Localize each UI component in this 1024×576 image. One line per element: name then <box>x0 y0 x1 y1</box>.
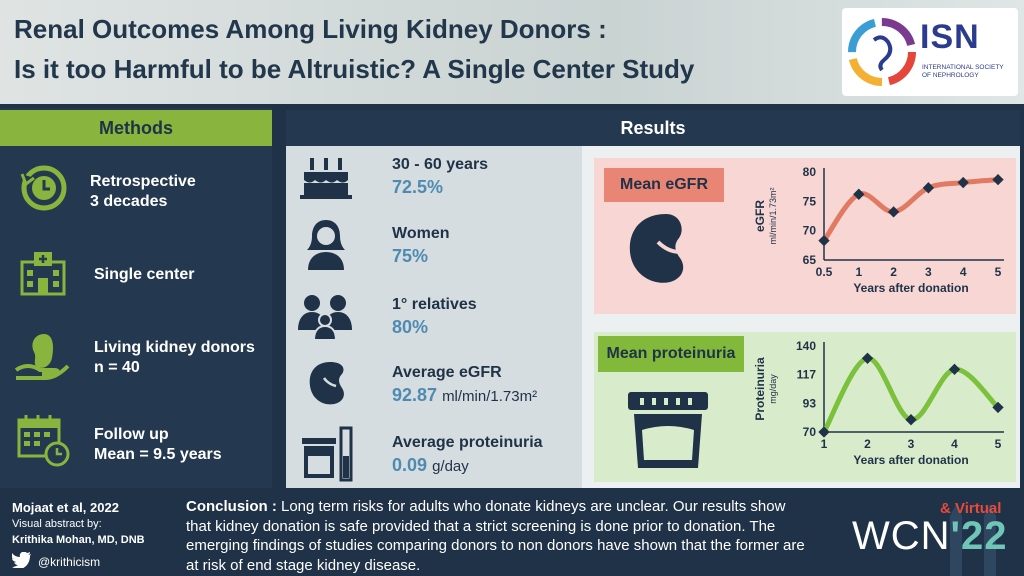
stat-proteinuria-unit: g/day <box>432 458 469 475</box>
test-tube-icon <box>302 426 353 482</box>
method-4-line-2: Mean = 9.5 years <box>94 446 222 463</box>
egfr-x-tick-label: 4 <box>960 265 967 279</box>
egfr-y-axis-label: eGFR <box>753 200 767 232</box>
title-line-1: Renal Outcomes Among Living Kidney Donor… <box>14 14 607 44</box>
event-name: WCN <box>852 514 951 558</box>
isn-logo-subtitle-1: INTERNATIONAL SOCIETY <box>922 64 1004 71</box>
egfr-data-point <box>992 173 1004 186</box>
proteinuria-x-tick-label: 3 <box>908 437 915 451</box>
proteinuria-x-tick-label: 1 <box>821 437 828 451</box>
hospital-icon <box>20 252 66 296</box>
stat-age-label: 30 - 60 years <box>392 156 489 173</box>
egfr-data-point <box>922 182 935 194</box>
twitter-handle[interactable]: @krithicism <box>38 555 101 569</box>
cake-icon <box>300 158 352 199</box>
egfr-series-line <box>821 177 999 243</box>
title-line-2: Is it too Harmful to be Altruistic? A Si… <box>14 54 695 84</box>
egfr-data-point <box>957 176 969 189</box>
egfr-x-tick-label: 3 <box>925 265 932 279</box>
egfr-y-tick-label: 80 <box>803 165 817 179</box>
proteinuria-x-tick-label: 2 <box>864 437 871 451</box>
isn-logo-subtitle-2: OF NEPHROLOGY <box>922 72 979 79</box>
egfr-x-tick-label: 0.5 <box>816 265 833 279</box>
woman-icon <box>307 220 345 270</box>
history-clock-icon <box>20 165 67 211</box>
method-1-line-1: Retrospective <box>90 173 196 190</box>
stat-egfr-value-row: 92.87 ml/min/1.73m² <box>392 385 537 406</box>
egfr-x-tick-label: 5 <box>995 265 1002 279</box>
twitter-bird-icon <box>12 552 31 568</box>
egfr-y-tick-label: 70 <box>803 224 817 238</box>
stat-relatives-label: 1° relatives <box>392 296 477 313</box>
kidney-hand-icon <box>14 334 70 380</box>
author-name: Krithika Mohan, MD, DNB <box>12 534 145 546</box>
results-title: Results <box>286 110 1020 146</box>
isn-logo-icon <box>848 18 916 86</box>
proteinuria-x-axis-label: Years after donation <box>853 453 968 467</box>
proteinuria-y-tick-label: 70 <box>803 425 817 439</box>
egfr-y-axis-unit: ml/min/1.73m² <box>768 187 778 244</box>
proteinuria-x-tick-label: 4 <box>951 437 958 451</box>
egfr-line-chart: 80 75 70 650.5 1 2 3 4 5 Years after donation eGFR… <box>753 165 1004 295</box>
kidney-illustration-icon <box>629 214 697 283</box>
stat-egfr-label: Average eGFR <box>392 364 502 381</box>
conclusion-text: Conclusion : Long term risks for adults … <box>186 497 806 575</box>
stat-age-value: 72.5% <box>392 177 444 197</box>
proteinuria-y-axis-unit: mg/day <box>768 374 778 404</box>
towers-silhouette-icon <box>950 504 996 576</box>
proteinuria-line-chart: 140 117 93 70 1 2 3 4 5 Years after donation Prote… <box>753 339 1004 467</box>
egfr-x-tick-label: 1 <box>855 265 862 279</box>
egfr-data-point <box>887 206 900 218</box>
proteinuria-y-tick-label: 117 <box>797 367 817 381</box>
event-year: '22 <box>950 514 1008 558</box>
isn-logo-text: ISN <box>920 18 980 56</box>
proteinuria-y-tick-label: 93 <box>803 397 817 411</box>
egfr-x-axis-label: Years after donation <box>853 281 968 295</box>
proteinuria-data-point <box>992 401 1004 414</box>
family-icon <box>298 295 352 340</box>
method-1-line-2: 3 decades <box>90 193 168 210</box>
stat-proteinuria-value-row: 0.09 g/day <box>392 455 469 476</box>
stat-relatives-value: 80% <box>392 317 429 337</box>
kidney-icon <box>309 362 344 405</box>
egfr-y-tick-label: 65 <box>803 253 817 267</box>
conclusion-body: Long term risks for adults who donate ki… <box>186 498 805 574</box>
visual-abstract-by: Visual abstract by: <box>12 518 102 530</box>
egfr-chart-title: Mean eGFR <box>604 168 724 202</box>
method-2-line-1: Single center <box>94 266 195 283</box>
method-4-line-1: Follow up <box>94 426 169 443</box>
event-virtual-tag: & Virtual <box>940 500 1002 517</box>
methods-title: Methods <box>0 110 272 146</box>
stat-proteinuria-label: Average proteinuria <box>392 434 543 451</box>
stat-women-value: 75% <box>392 246 429 266</box>
calendar-clock-icon <box>17 415 70 467</box>
stat-egfr-value: 92.87 <box>392 385 438 405</box>
method-3-line-1: Living kidney donors <box>94 339 255 356</box>
citation: Mojaat et al, 2022 <box>12 500 119 515</box>
proteinuria-y-tick-label: 140 <box>796 339 816 353</box>
method-3-line-2: n = 40 <box>94 359 140 376</box>
stat-egfr-unit: ml/min/1.73m² <box>442 388 538 405</box>
proteinuria-y-axis-label: Proteinuria <box>753 357 767 421</box>
stat-proteinuria-value: 0.09 <box>392 455 428 475</box>
proteinuria-x-tick-label: 5 <box>995 437 1002 451</box>
urine-cup-icon <box>628 392 708 468</box>
proteinuria-chart-title: Mean proteinuria <box>598 336 744 372</box>
conclusion-label: Conclusion : <box>186 498 277 515</box>
egfr-x-tick-label: 2 <box>890 265 897 279</box>
wcn-logo-text: WCN'22 <box>852 514 1008 559</box>
stat-women-label: Women <box>392 225 450 242</box>
egfr-y-tick-label: 75 <box>803 194 817 208</box>
